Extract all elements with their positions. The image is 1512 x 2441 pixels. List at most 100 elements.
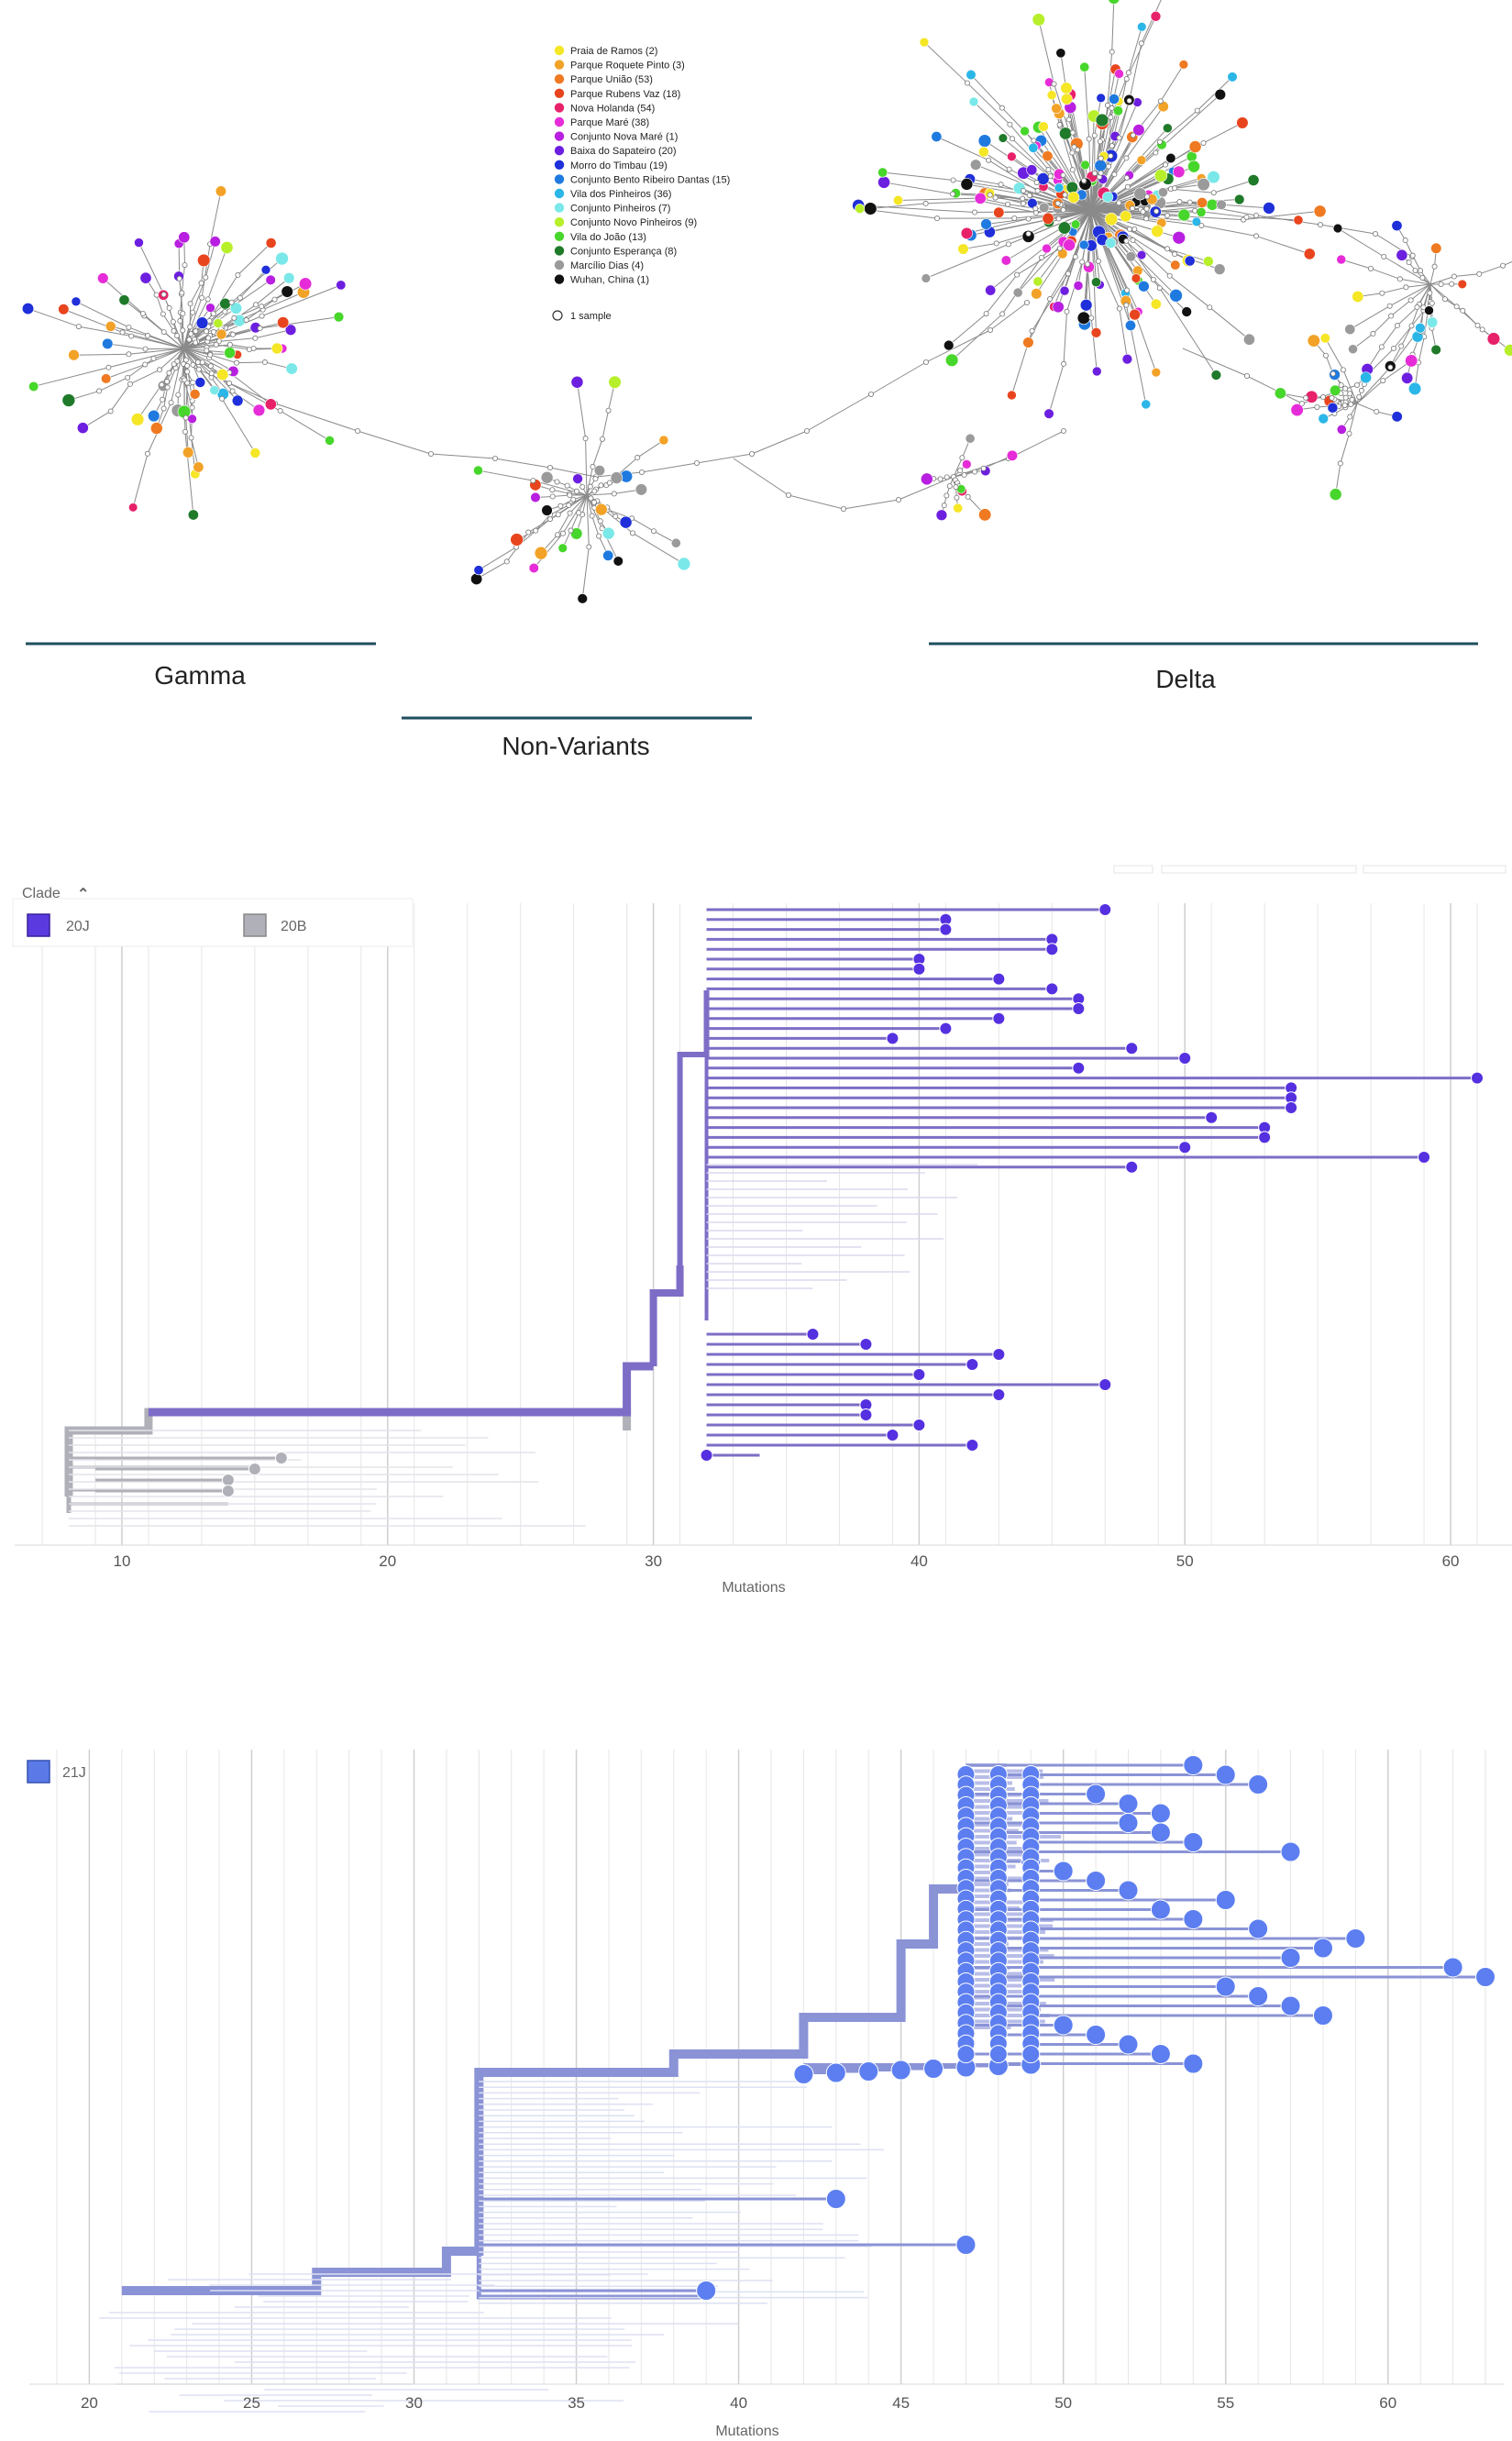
tree1-tip-node-40[interactable] (274, 1452, 288, 1464)
tree2-tip-node-27[interactable] (1053, 2015, 1074, 2036)
network-median-vector (635, 455, 641, 461)
tree2-tip-node-6[interactable] (1118, 1813, 1139, 1833)
tree2-tip-node-31[interactable] (1183, 2053, 1204, 2074)
tree1-tip-node-37[interactable] (886, 1429, 899, 1441)
legend-label-6: Conjunto Nova Maré (1) (570, 132, 678, 143)
tree1-tip-node-4[interactable] (1045, 943, 1059, 956)
tree1-tip-node-6[interactable] (912, 962, 926, 976)
tree2-tip-node-24[interactable] (1248, 1986, 1269, 2006)
tree2-tip-node-0[interactable] (1183, 1755, 1204, 1775)
network-haplotype-node-300 (1202, 256, 1214, 267)
tree1-tip-node-38[interactable] (966, 1439, 979, 1452)
network-median-vector (965, 493, 971, 500)
tree2-tip-node-3[interactable] (1086, 1784, 1107, 1805)
tree1-tip-node-17[interactable] (1471, 1071, 1484, 1085)
tree2-tip-node-21[interactable] (1442, 1957, 1463, 1978)
network-median-vector (993, 240, 999, 247)
network-median-vector (1072, 254, 1078, 260)
network-edge-530 (1100, 105, 1109, 159)
network-median-vector (1104, 102, 1110, 108)
tree2-tip-node-25[interactable] (1280, 1995, 1301, 2016)
tree1-tip-node-26[interactable] (1125, 1160, 1139, 1174)
tree1-tip-node-12[interactable] (939, 1022, 953, 1035)
tree1-tip-node-39[interactable] (700, 1449, 713, 1462)
tree1-tip-node-25[interactable] (1418, 1151, 1431, 1164)
tree1-tip-node-21[interactable] (1205, 1110, 1219, 1124)
tree2-tip-node-32[interactable] (793, 2064, 814, 2084)
tree2-tip-node-16[interactable] (1183, 1909, 1204, 1929)
tree1-tip-node-20[interactable] (1285, 1101, 1298, 1114)
tree2-tip-node-17[interactable] (1248, 1918, 1269, 1939)
tree1-tip-node-42[interactable] (221, 1474, 235, 1486)
tree1-tip-node-8[interactable] (1045, 982, 1059, 996)
network-edge-171 (162, 314, 174, 332)
tree1-tip-node-43[interactable] (221, 1485, 235, 1497)
tree1-tip-node-23[interactable] (1258, 1131, 1272, 1144)
network-median-vector (557, 503, 564, 509)
tree2-tip-node-30[interactable] (1150, 2044, 1171, 2064)
network-edge-147 (185, 417, 189, 453)
network-median-vector (868, 391, 875, 397)
tree1-tip-node-41[interactable] (248, 1463, 261, 1475)
clade-21j-swatch[interactable] (27, 1760, 50, 1784)
tree2-tip-node-7[interactable] (1150, 1822, 1171, 1843)
tree2-tip-node-1[interactable] (1215, 1764, 1236, 1785)
tree1-tip-node-35[interactable] (859, 1408, 873, 1421)
tree2-tip-node-8[interactable] (1183, 1832, 1204, 1852)
chevron-up-icon[interactable]: ⌃ (77, 887, 89, 902)
tree1-tip-node-29[interactable] (992, 1348, 1006, 1361)
tree2-tip-node-22[interactable] (1475, 1967, 1495, 1987)
tree2-tip-node-41[interactable] (955, 2235, 977, 2255)
tree1-tip-node-27[interactable] (806, 1328, 820, 1341)
tree1-tip-node-10[interactable] (1072, 1002, 1086, 1015)
tree1-tip-node-7[interactable] (992, 972, 1006, 986)
tree1-tip-node-14[interactable] (1125, 1042, 1139, 1055)
tree1-tip-node-33[interactable] (992, 1388, 1006, 1401)
tree2-tip-node-42[interactable] (696, 2281, 717, 2301)
tree2-tip-node-40[interactable] (825, 2189, 846, 2209)
network-edge-365 (989, 210, 1092, 233)
network-edge-100 (231, 258, 282, 304)
tree2-tip-node-29[interactable] (1118, 2034, 1139, 2055)
network-edge-439 (1065, 133, 1092, 212)
network-median-vector (1386, 303, 1393, 309)
tree2-tip-node-33[interactable] (825, 2062, 846, 2083)
tree1-tip-node-15[interactable] (1178, 1052, 1192, 1065)
tree1-tip-node-13[interactable] (886, 1032, 899, 1045)
network-median-vector (253, 302, 259, 308)
tree1-tip-node-16[interactable] (1072, 1061, 1086, 1075)
tree2-tip-node-4[interactable] (1118, 1794, 1139, 1814)
tree2-tip-node-19[interactable] (1312, 1938, 1333, 1959)
tree2-tip-node-35[interactable] (890, 2060, 911, 2081)
clade-20b-swatch[interactable] (243, 913, 267, 937)
network-haplotype-node-174 (1196, 206, 1207, 217)
tree2-tip-node-28[interactable] (1086, 2025, 1107, 2045)
tree2-tip-node-2[interactable] (1248, 1774, 1269, 1795)
tree2-tip-node-20[interactable] (1280, 1948, 1301, 1968)
tree1-tip-node-30[interactable] (966, 1358, 979, 1371)
tree2-tip-node-12[interactable] (1086, 1871, 1107, 1891)
tree1-tip-node-11[interactable] (992, 1011, 1006, 1025)
tree1-tip-node-0[interactable] (1098, 903, 1112, 916)
tree1-main-trunk (148, 1362, 654, 1417)
tree2-tip-node-34[interactable] (858, 2061, 879, 2082)
tree2-tip-node-13[interactable] (1118, 1880, 1139, 1901)
tree2-tip-node-11[interactable] (1053, 1861, 1074, 1882)
tree1-tip-node-2[interactable] (939, 922, 953, 936)
tree2-tip-node-15[interactable] (1150, 1899, 1171, 1920)
tree1-tip-node-24[interactable] (1178, 1141, 1192, 1154)
tree2-tip-node-23[interactable] (1215, 1976, 1236, 1997)
tree1-tip-node-31[interactable] (912, 1368, 926, 1381)
tree2-tip-node-14[interactable] (1215, 1890, 1236, 1910)
network-median-vector (1438, 281, 1444, 287)
tree2-tip-node-9[interactable] (1280, 1841, 1301, 1862)
clade-20j-swatch[interactable] (27, 913, 50, 937)
tree2-tip-node-26[interactable] (1312, 2005, 1333, 2026)
tree1-tip-node-32[interactable] (1098, 1378, 1112, 1391)
control-stub-2 (1161, 865, 1357, 874)
tree1-tip-node-36[interactable] (912, 1419, 926, 1431)
tree1-tip-node-28[interactable] (859, 1338, 873, 1351)
tree2-tip-node-18[interactable] (1345, 1928, 1366, 1949)
tree2-tip-node-5[interactable] (1150, 1803, 1171, 1824)
tree2-tip-node-36[interactable] (923, 2059, 944, 2079)
